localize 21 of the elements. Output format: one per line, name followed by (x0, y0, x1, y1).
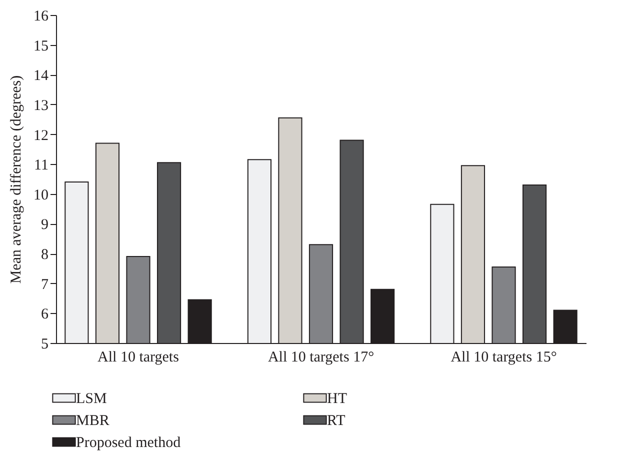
x-tick-label: All 10 targets (98, 350, 180, 366)
y-tick-label: 10 (34, 187, 48, 204)
y-tick-label: 15 (34, 38, 48, 54)
y-tick-label: 14 (34, 68, 49, 84)
y-tick-label: 6 (41, 306, 49, 323)
legend-label: HT (327, 391, 347, 407)
legend-label: RT (327, 413, 346, 429)
x-tick-label: All 10 targets 15° (450, 350, 557, 366)
y-tick-label: 8 (41, 247, 48, 264)
y-tick-label: 9 (41, 217, 48, 234)
y-tick-label: 5 (41, 336, 48, 352)
y-tick-label: 16 (34, 8, 49, 24)
y-axis-title: Mean average difference (degrees) (8, 75, 24, 284)
y-tick-label: 7 (41, 276, 49, 293)
y-tick-label: 12 (34, 128, 48, 144)
legend-label: Proposed method (76, 435, 182, 451)
x-tick-label: All 10 targets 17° (268, 350, 374, 366)
legend-label: LSM (76, 391, 107, 407)
y-tick-label: 13 (34, 98, 48, 114)
legend-label: MBR (76, 413, 110, 429)
y-tick-label: 11 (34, 158, 48, 174)
